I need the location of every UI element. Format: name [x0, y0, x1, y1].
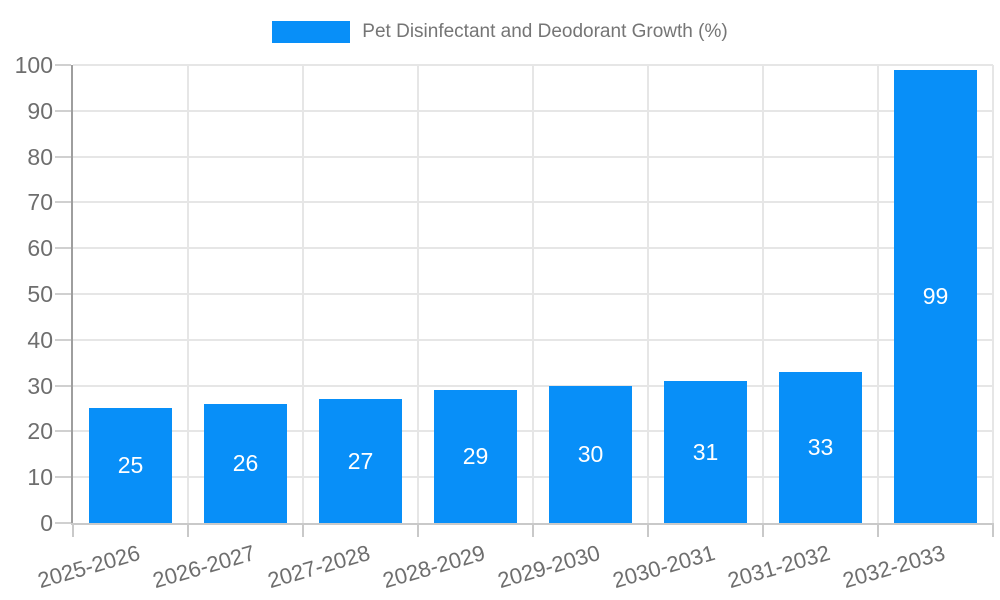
x-axis-tick: [992, 523, 994, 537]
y-axis-tick: [55, 384, 71, 387]
bar[interactable]: 31: [664, 381, 747, 523]
plot-area: 0 10 20 30 40 50 60 70 80 90 100 25 26 27 29 30 31 33 99 20…: [15, 53, 994, 593]
bar-value-label: 25: [117, 452, 144, 478]
y-axis-line: [71, 65, 73, 523]
bar[interactable]: 33: [779, 372, 862, 523]
bar[interactable]: 27: [319, 399, 402, 523]
gridline-vertical: [647, 65, 649, 523]
y-tick-label: 10: [27, 464, 53, 491]
y-axis-tick: [55, 476, 71, 479]
y-tick-label: 80: [27, 143, 53, 170]
bar-value-label: 27: [347, 448, 374, 474]
legend[interactable]: Pet Disinfectant and Deodorant Growth (%…: [0, 16, 1000, 48]
x-axis-tick: [302, 523, 304, 537]
y-axis-tick: [55, 247, 71, 250]
y-axis-tick: [55, 155, 71, 158]
bar-value-label: 33: [807, 434, 834, 460]
gridline-vertical: [532, 65, 534, 523]
bar-value-label: 99: [922, 283, 949, 309]
legend-label: Pet Disinfectant and Deodorant Growth (%…: [362, 21, 728, 42]
y-tick-label: 60: [27, 235, 53, 262]
x-tick-label: 2028-2029: [380, 540, 489, 594]
y-tick-label: 70: [27, 189, 53, 216]
y-tick-label: 40: [27, 326, 53, 353]
x-axis-tick: [762, 523, 764, 537]
bar[interactable]: 29: [434, 390, 517, 523]
gridline-vertical: [992, 65, 994, 523]
x-axis-tick: [72, 523, 74, 537]
legend-swatch: [272, 21, 351, 43]
y-axis-tick: [55, 338, 71, 341]
bar-value-label: 29: [462, 443, 489, 469]
y-axis-tick: [55, 430, 71, 433]
x-axis-line: [71, 523, 993, 525]
x-axis-tick: [417, 523, 419, 537]
x-tick-label: 2030-2031: [610, 540, 719, 594]
bar[interactable]: 30: [549, 386, 632, 523]
x-tick-label: 2026-2027: [150, 540, 259, 594]
y-axis-tick: [55, 201, 71, 204]
gridline-vertical: [877, 65, 879, 523]
x-axis-tick: [532, 523, 534, 537]
gridline-vertical: [187, 65, 189, 523]
y-axis-tick: [55, 64, 71, 66]
bar[interactable]: 25: [89, 408, 172, 523]
y-tick-label: 100: [14, 52, 53, 78]
x-tick-label: 2032-2033: [840, 540, 949, 594]
gridline-vertical: [762, 65, 764, 523]
y-tick-label: 30: [27, 372, 53, 399]
y-tick-label: 90: [27, 97, 53, 124]
gridline-vertical: [417, 65, 419, 523]
x-tick-label: 2029-2030: [495, 540, 604, 594]
x-tick-label: 2031-2032: [725, 540, 834, 594]
y-tick-label: 20: [27, 418, 53, 445]
x-axis-tick: [647, 523, 649, 537]
x-axis-tick: [187, 523, 189, 537]
bar-value-label: 30: [577, 441, 604, 467]
y-tick-label: 50: [27, 281, 53, 307]
y-tick-label: 0: [40, 510, 53, 536]
x-tick-label: 2027-2028: [265, 540, 374, 594]
gridline-vertical: [302, 65, 304, 523]
x-axis-tick: [877, 523, 879, 537]
y-axis-tick: [55, 109, 71, 112]
bar-value-label: 31: [692, 439, 719, 465]
x-tick-label: 2025-2026: [35, 540, 144, 594]
bar[interactable]: 99: [894, 70, 977, 523]
bar[interactable]: 26: [204, 404, 287, 523]
bar-value-label: 26: [232, 450, 259, 476]
y-axis-tick: [55, 293, 71, 295]
y-axis-tick: [55, 522, 71, 524]
